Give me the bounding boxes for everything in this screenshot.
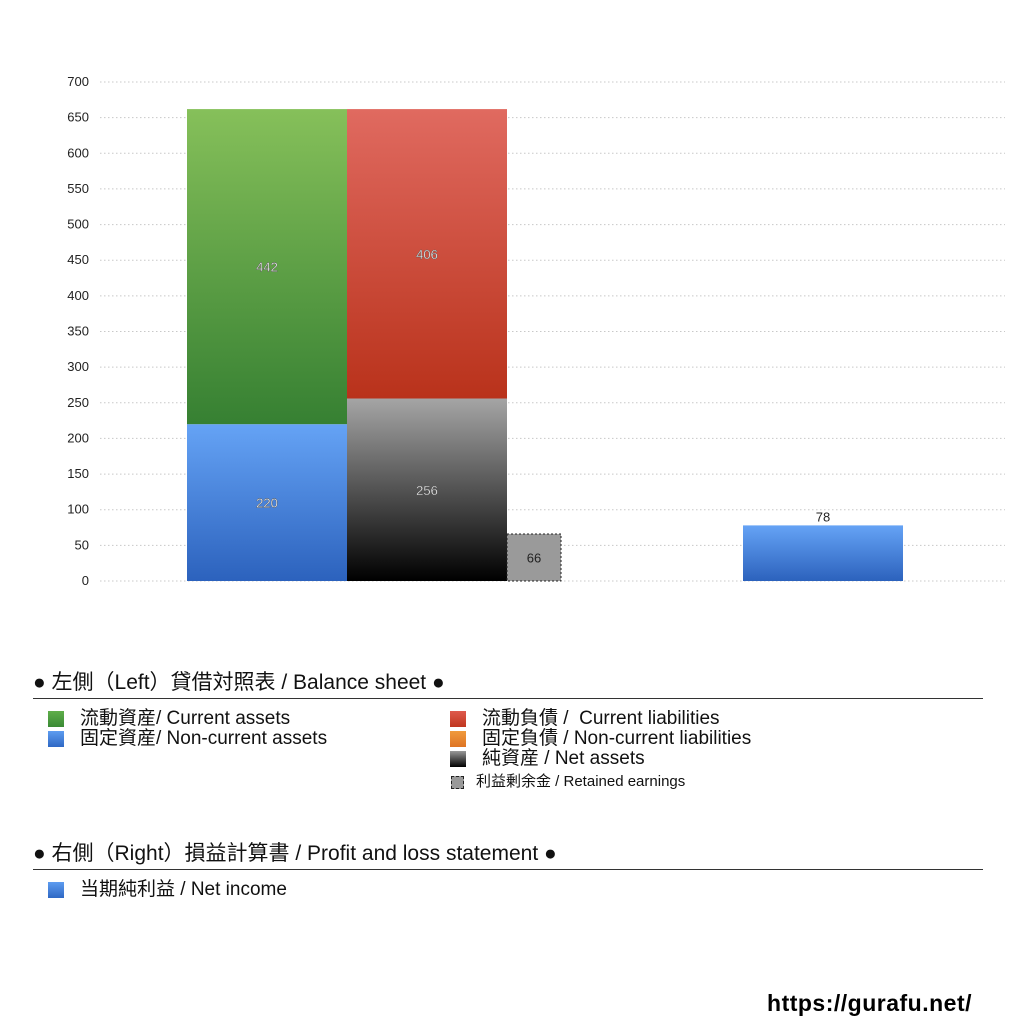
- y-tick-label: 300: [67, 359, 89, 374]
- data-label: 442: [256, 260, 278, 275]
- legend-swatch: [48, 731, 64, 747]
- y-tick-label: 200: [67, 430, 89, 445]
- legend-swatch: [450, 731, 466, 747]
- data-label: 406: [416, 247, 438, 262]
- data-label: 220: [256, 496, 278, 511]
- chart: 0 50 100 150 200 250 300 350 400 450 500 550 600 650 7…: [67, 74, 1005, 588]
- bar-segment: [187, 109, 347, 425]
- bar-segment: [743, 525, 903, 581]
- y-tick-label: 700: [67, 74, 89, 89]
- y-tick-label: 250: [67, 395, 89, 410]
- bar-segment: [506, 533, 562, 582]
- legend-label: 固定負債 / Non-current liabilities: [482, 728, 752, 749]
- legend-item-current-assets: 流動資産/ Current assets: [48, 709, 290, 729]
- y-tick-label: 400: [67, 288, 89, 303]
- legend-swatch: [451, 775, 464, 789]
- legend-item-net-assets: 純資産 / Net assets: [450, 749, 645, 769]
- legend-right-title: ● 右側（Right）損益計算書 / Profit and loss state…: [33, 837, 983, 870]
- y-tick-label: 100: [67, 502, 89, 517]
- legend-label: 流動資産/ Current assets: [80, 708, 291, 729]
- site-url[interactable]: https://gurafu.net/: [767, 990, 972, 1016]
- y-tick-label: 50: [75, 537, 89, 552]
- legend-label: 当期純利益 / Net income: [80, 879, 287, 900]
- y-tick-label: 0: [82, 573, 89, 588]
- y-tick-label: 350: [67, 324, 89, 339]
- legend-swatch: [450, 751, 466, 767]
- bar-segment: [347, 398, 507, 581]
- legend-item-retained-earnings: 利益剰余金 / Retained earnings: [451, 772, 685, 792]
- bar-segment: [187, 424, 347, 581]
- legend-label: 固定資産/ Non-current assets: [80, 728, 328, 749]
- legend-label: 利益剰余金 / Retained earnings: [476, 773, 686, 790]
- legend-label: 流動負債 / Current liabilities: [482, 708, 720, 729]
- data-label: 78: [816, 509, 830, 524]
- y-tick-label: 500: [67, 217, 89, 232]
- legend-item-non-current-assets: 固定資産/ Non-current assets: [48, 729, 327, 749]
- y-tick-label: 550: [67, 181, 89, 196]
- legend-item-current-liabilities: 流動負債 / Current liabilities: [450, 709, 720, 729]
- data-label: 256: [416, 483, 438, 498]
- legend-label: 純資産 / Net assets: [482, 748, 645, 769]
- y-tick-label: 450: [67, 252, 89, 267]
- bar-segment: [347, 109, 507, 399]
- y-tick-label: 650: [67, 110, 89, 125]
- legend-swatch: [450, 711, 466, 727]
- legend-left-title: ● 左側（Left）貸借対照表 / Balance sheet ●: [33, 666, 983, 699]
- data-label: 66: [527, 550, 541, 565]
- y-tick-label: 600: [67, 145, 89, 160]
- legend-item-non-current-liabilities: 固定負債 / Non-current liabilities: [450, 729, 751, 749]
- legend-swatch: [48, 711, 64, 727]
- y-tick-label: 150: [67, 466, 89, 481]
- legend-swatch: [48, 882, 64, 898]
- legend-item-net-income: 当期純利益 / Net income: [48, 880, 287, 900]
